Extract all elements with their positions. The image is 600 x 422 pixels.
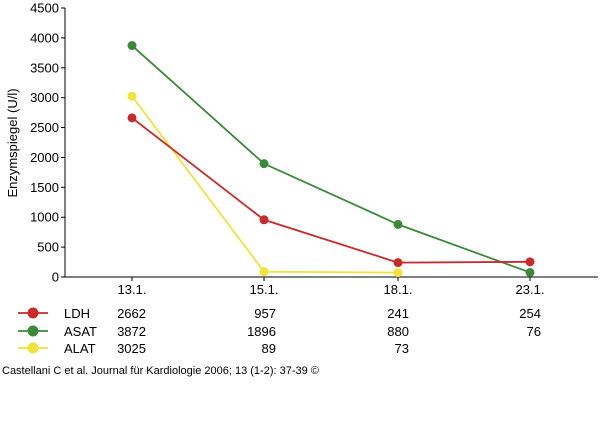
alat-point bbox=[393, 268, 403, 278]
x-tick-labels: 13.1. 15.1. 18.1. 23.1. bbox=[118, 282, 545, 297]
y-tick-label: 4500 bbox=[30, 1, 59, 16]
x-tick-label: 13.1. bbox=[118, 282, 147, 297]
alat-point bbox=[127, 91, 137, 101]
table-value-alat: 73 bbox=[395, 341, 409, 356]
y-tick-label: 1500 bbox=[30, 180, 59, 195]
legend-label-ldh: LDH bbox=[64, 306, 90, 321]
table-value-ldh: 254 bbox=[519, 306, 541, 321]
ldh-point bbox=[127, 113, 137, 123]
y-tick-label: 3500 bbox=[30, 60, 59, 75]
y-tick-label: 2000 bbox=[30, 150, 59, 165]
asat-point bbox=[393, 219, 403, 229]
table-value-asat: 76 bbox=[527, 324, 541, 339]
y-tick-label: 0 bbox=[52, 270, 59, 285]
asat-point bbox=[259, 159, 269, 169]
table-value-asat: 1896 bbox=[247, 324, 276, 339]
y-tick-label: 4000 bbox=[30, 30, 59, 45]
table-value-ldh: 957 bbox=[254, 306, 276, 321]
chart-axes bbox=[61, 7, 598, 281]
ldh-point bbox=[259, 215, 269, 225]
ldh-line bbox=[131, 117, 531, 264]
y-tick-label: 3000 bbox=[30, 90, 59, 105]
y-tick-label: 500 bbox=[37, 240, 59, 255]
alat-point bbox=[259, 267, 269, 277]
alat-line bbox=[131, 95, 399, 274]
table-value-alat: 89 bbox=[262, 341, 276, 356]
table-value-alat: 3025 bbox=[117, 341, 146, 356]
y-axis-label: Enzymspiegel (U/l) bbox=[5, 88, 20, 197]
citation: Castellani C et al. Journal für Kardiolo… bbox=[2, 365, 319, 377]
asat-line bbox=[131, 44, 531, 274]
series-lines bbox=[131, 44, 531, 274]
ldh-point bbox=[393, 258, 403, 268]
x-tick-label: 23.1. bbox=[516, 282, 545, 297]
x-tick-label: 15.1. bbox=[250, 282, 279, 297]
ldh-point bbox=[525, 257, 535, 267]
y-tick-labels: 0 500 1000 1500 2000 2500 3000 3500 4000 4500 bbox=[30, 1, 59, 285]
legend-marker-ldh bbox=[27, 307, 39, 319]
table-value-asat: 3872 bbox=[117, 324, 146, 339]
asat-point bbox=[127, 41, 137, 51]
data-table-legend: LDH 2662 957 241 254 ASAT 3872 1896 880 76 ALAT 302… bbox=[18, 306, 541, 356]
line-chart: Enzymspiegel (U/l) 0 500 1000 1500 2000 2500 3… bbox=[5, 1, 598, 356]
legend-marker-asat bbox=[27, 325, 39, 337]
y-tick-label: 1000 bbox=[30, 210, 59, 225]
legend-label-asat: ASAT bbox=[64, 324, 97, 339]
table-value-ldh: 241 bbox=[387, 306, 409, 321]
series-points bbox=[127, 41, 535, 278]
table-value-ldh: 2662 bbox=[117, 306, 146, 321]
legend-marker-alat bbox=[27, 342, 39, 354]
y-tick-label: 2500 bbox=[30, 120, 59, 135]
table-value-asat: 880 bbox=[387, 324, 409, 339]
x-tick-label: 18.1. bbox=[384, 282, 413, 297]
legend-label-alat: ALAT bbox=[64, 341, 96, 356]
asat-point bbox=[525, 267, 535, 277]
